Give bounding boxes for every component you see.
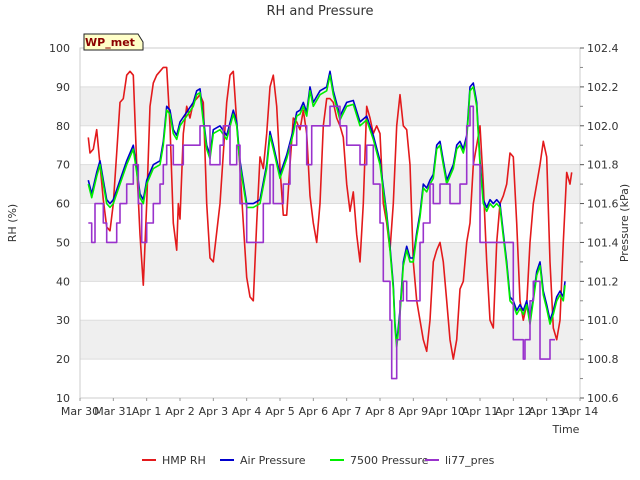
right-tick-label: 102.0 — [587, 120, 619, 133]
chart-title: RH and Pressure — [266, 4, 373, 19]
station-badge: WP_met — [83, 33, 144, 51]
x-tick-label: Apr 12 — [495, 405, 532, 418]
series-line-li77-pres — [88, 105, 555, 380]
x-tick-label: Apr 8 — [365, 405, 395, 418]
badge-label: WP_met — [85, 36, 135, 49]
x-tick-label: Apr 14 — [562, 405, 599, 418]
right-tick-label: 102.2 — [587, 81, 619, 94]
left-tick-label: 10 — [56, 392, 70, 405]
x-tick-label: Apr 13 — [528, 405, 565, 418]
x-tick-label: Apr 9 — [399, 405, 429, 418]
x-tick-label: Apr 7 — [332, 405, 362, 418]
left-tick-label: 20 — [56, 353, 70, 366]
right-tick-label: 100.8 — [587, 353, 619, 366]
right-tick-label: 101.0 — [587, 314, 619, 327]
left-tick-label: 80 — [56, 120, 70, 133]
right-tick-label: 101.2 — [587, 275, 619, 288]
right-tick-label: 100.6 — [587, 392, 619, 405]
left-tick-label: 90 — [56, 81, 70, 94]
x-tick-label: Apr 4 — [232, 405, 262, 418]
x-tick-label: Apr 3 — [199, 405, 229, 418]
left-axis: 10 20 30 40 50 60 70 80 90 100 — [49, 42, 70, 405]
left-tick-label: 60 — [56, 198, 70, 211]
legend-label-air-pressure: Air Pressure — [240, 454, 306, 467]
legend-label-7500-pressure: 7500 Pressure — [350, 454, 429, 467]
legend: HMP RH Air Pressure 7500 Pressure li77_pres — [142, 454, 495, 467]
right-tick-label: 101.4 — [587, 236, 619, 249]
x-tick-label: Mar 31 — [94, 405, 132, 418]
left-tick-label: 40 — [56, 275, 70, 288]
right-tick-label: 102.4 — [587, 42, 619, 55]
x-tick-label: Apr 2 — [165, 405, 195, 418]
x-tick-label: Apr 6 — [299, 405, 329, 418]
plot-band-0 — [80, 320, 580, 360]
right-tick-label: 101.6 — [587, 198, 619, 211]
plot-band-2 — [80, 164, 580, 204]
series-line-7500-pressure — [87, 74, 566, 349]
left-tick-label: 30 — [56, 314, 70, 327]
right-axis: 100.6 100.8 101.0 101.2 101.4 101.6 101.8 102.0… — [580, 42, 619, 405]
left-tick-label: 100 — [49, 42, 70, 55]
series-layer — [87, 66, 573, 380]
right-axis-title: Pressure (kPa) — [618, 184, 631, 262]
legend-label-hmp-rh: HMP RH — [162, 454, 206, 467]
left-tick-label: 50 — [56, 236, 70, 249]
series-line-hmp-rh — [87, 66, 573, 360]
x-tick-label: Apr 10 — [428, 405, 465, 418]
left-tick-label: 70 — [56, 159, 70, 172]
x-tick-label: Apr 11 — [462, 405, 499, 418]
x-tick-label: Apr 1 — [132, 405, 162, 418]
badge-shape — [83, 33, 144, 51]
right-tick-label: 101.8 — [587, 159, 619, 172]
x-tick-label: Apr 5 — [265, 405, 295, 418]
x-axis-title: Time — [552, 423, 580, 436]
legend-label-li77-pres: li77_pres — [445, 454, 495, 467]
x-tick-label: Mar 30 — [61, 405, 99, 418]
left-axis-title: RH (%) — [6, 204, 19, 242]
